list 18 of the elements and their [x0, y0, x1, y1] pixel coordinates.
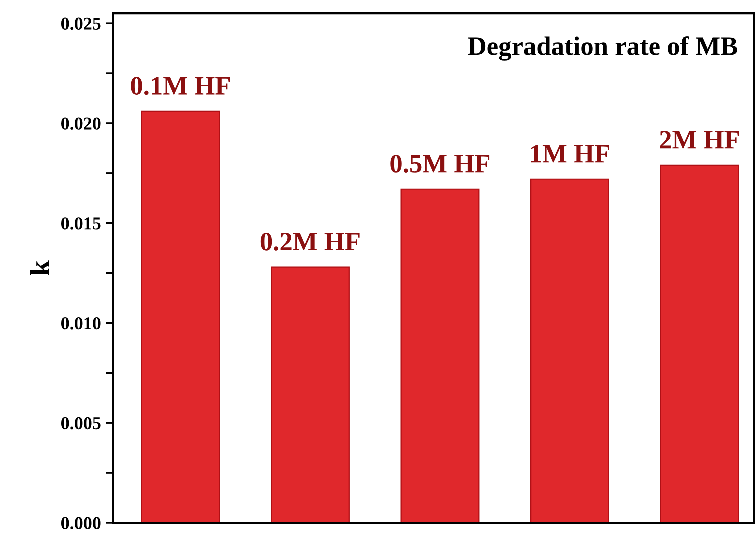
bar [270, 266, 350, 524]
bar [141, 110, 220, 524]
y-tick-label: 0.020 [62, 118, 101, 130]
y-tick-label: 0.015 [62, 218, 101, 230]
x-tick-label: 0.5M HF [390, 155, 490, 174]
y-axis-title: k [30, 260, 50, 276]
y-tick-label: 0.005 [62, 417, 101, 430]
y-tick-label: 0.010 [62, 317, 101, 330]
y-tick-label: 0.000 [62, 517, 101, 530]
bar [660, 164, 740, 524]
bar [400, 188, 480, 524]
bar [530, 178, 610, 524]
x-tick-label: 1M HF [531, 145, 610, 163]
x-tick-label: 0.1M HF [131, 77, 230, 96]
text: Degradation rate of MB [468, 36, 738, 61]
x-tick-label: 0.2M HF [260, 233, 360, 251]
y-tick-label: 0.025 [62, 18, 101, 30]
x-tick-label: 2M HF [660, 131, 740, 149]
